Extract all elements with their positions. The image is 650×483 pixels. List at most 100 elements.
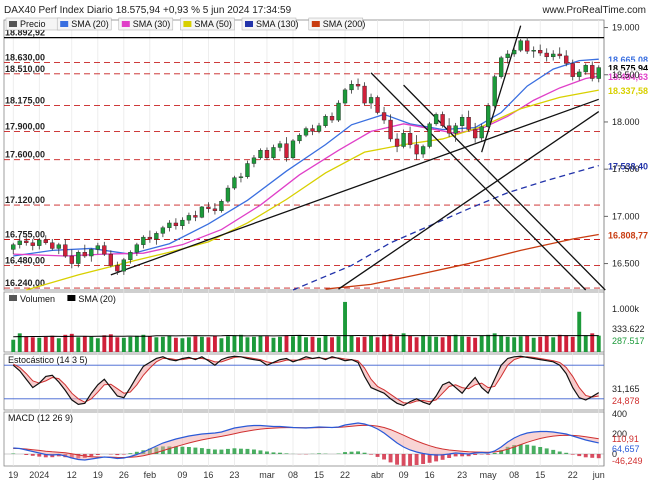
candle-body: [89, 249, 94, 257]
legend-swatch: [9, 21, 17, 27]
volume-bar: [128, 336, 133, 352]
macd-histogram-bar: [37, 454, 42, 457]
candle-body: [329, 116, 335, 121]
candle-body: [512, 50, 517, 55]
volume-bar: [69, 333, 74, 352]
candle-body: [453, 125, 458, 134]
volume-bar: [30, 337, 35, 352]
volume-bar: [115, 337, 120, 352]
candle-body: [525, 40, 530, 52]
candle-body: [186, 215, 192, 221]
macd-histogram-bar: [414, 454, 419, 465]
candle-body: [24, 240, 29, 243]
macd-histogram-bar: [128, 453, 133, 454]
volume-bar: [473, 337, 478, 352]
candle-body: [518, 40, 523, 51]
macd-histogram-bar: [596, 454, 601, 459]
legend-swatch: [121, 21, 130, 27]
macd-histogram-bar: [212, 449, 217, 454]
price-badge: [606, 159, 650, 172]
candle-body: [102, 245, 107, 255]
candle-body: [316, 125, 322, 132]
price-badge: [606, 70, 650, 83]
volume-bar: [505, 336, 510, 352]
candle-body: [459, 117, 465, 126]
macd-histogram-bar: [447, 454, 452, 458]
macd-axis-label: 200: [612, 429, 627, 439]
legend-label: SMA (30): [133, 19, 171, 29]
sma-line: [325, 233, 599, 290]
candle-body: [564, 55, 569, 64]
volume-bar: [421, 335, 426, 352]
macd-histogram-bar: [369, 454, 374, 455]
macd-histogram-bar: [505, 446, 510, 454]
volume-bar: [186, 337, 191, 352]
volume-bar: [271, 337, 276, 352]
macd-histogram-bar: [570, 454, 575, 455]
volume-bar: [63, 334, 68, 352]
macd-histogram-bar: [121, 454, 126, 455]
candle-body: [219, 201, 224, 211]
x-tick-label: 26: [119, 470, 129, 480]
volume-bar: [564, 335, 569, 352]
candle-body: [180, 219, 185, 227]
candle-body: [121, 259, 126, 272]
macd-histogram-bar: [362, 452, 367, 454]
volume-bar: [343, 301, 347, 352]
macd-histogram-bar: [395, 454, 400, 465]
price-badge-value: 18.484,63: [608, 72, 648, 82]
volume-bar: [76, 337, 81, 352]
macd-axis-label: 400: [612, 409, 627, 419]
candle-body: [238, 176, 244, 178]
volume-bar: [414, 337, 419, 352]
trendline: [338, 111, 600, 290]
legend-label: SMA (130): [256, 19, 299, 29]
volume-axis-label: 287.517: [612, 336, 645, 346]
candle-body: [427, 123, 432, 147]
macd-histogram-bar: [252, 449, 256, 454]
volume-bar: [212, 335, 217, 352]
volume-bar: [395, 336, 400, 352]
price-axis-label: 19.000: [612, 23, 640, 33]
price-badge-value: 18.337,58: [608, 86, 648, 96]
legend-label: SMA (200): [323, 19, 366, 29]
volume-bar: [577, 311, 582, 352]
volume-bar: [37, 337, 42, 352]
candle-body: [128, 252, 133, 260]
macd-legend-label: MACD (12 26 9): [8, 413, 73, 423]
macd-histogram-bar: [238, 448, 243, 454]
source-label: www.ProRealTime.com: [541, 5, 646, 16]
macd-histogram-bar: [356, 451, 360, 454]
volume-bar: [349, 335, 354, 352]
macd-histogram-bar: [24, 454, 29, 455]
candle-body: [251, 157, 257, 164]
x-tick-label: 23: [457, 470, 467, 480]
candle-body: [56, 244, 61, 249]
price-badge: [606, 84, 650, 97]
candle-body: [375, 97, 380, 113]
volume-bar: [147, 336, 152, 352]
candle-body: [206, 206, 211, 210]
volume-axis-label: 1.000k: [612, 304, 640, 314]
candle-body: [394, 138, 400, 147]
volume-bar: [154, 337, 159, 352]
price-axis-label: 17.500: [612, 164, 640, 174]
volume-bar: [453, 334, 458, 352]
volume-bar: [297, 335, 302, 352]
x-tick-label: jun: [592, 470, 605, 480]
candle-body: [368, 97, 374, 104]
macd-axis-label: 0: [612, 449, 617, 459]
candle-body: [271, 147, 276, 159]
level-label: 18.510,00: [5, 64, 45, 74]
level-label: 18.175,00: [5, 95, 45, 105]
macd-histogram-bar: [557, 451, 562, 454]
volume-bar: [258, 335, 263, 352]
x-tick-label: 15: [535, 470, 545, 480]
macd-histogram-bar: [180, 446, 185, 454]
candle-body: [37, 239, 42, 246]
candle-body: [134, 244, 140, 253]
legend-box: [241, 17, 297, 31]
volume-bar: [245, 337, 250, 352]
legend-box: [56, 17, 112, 31]
